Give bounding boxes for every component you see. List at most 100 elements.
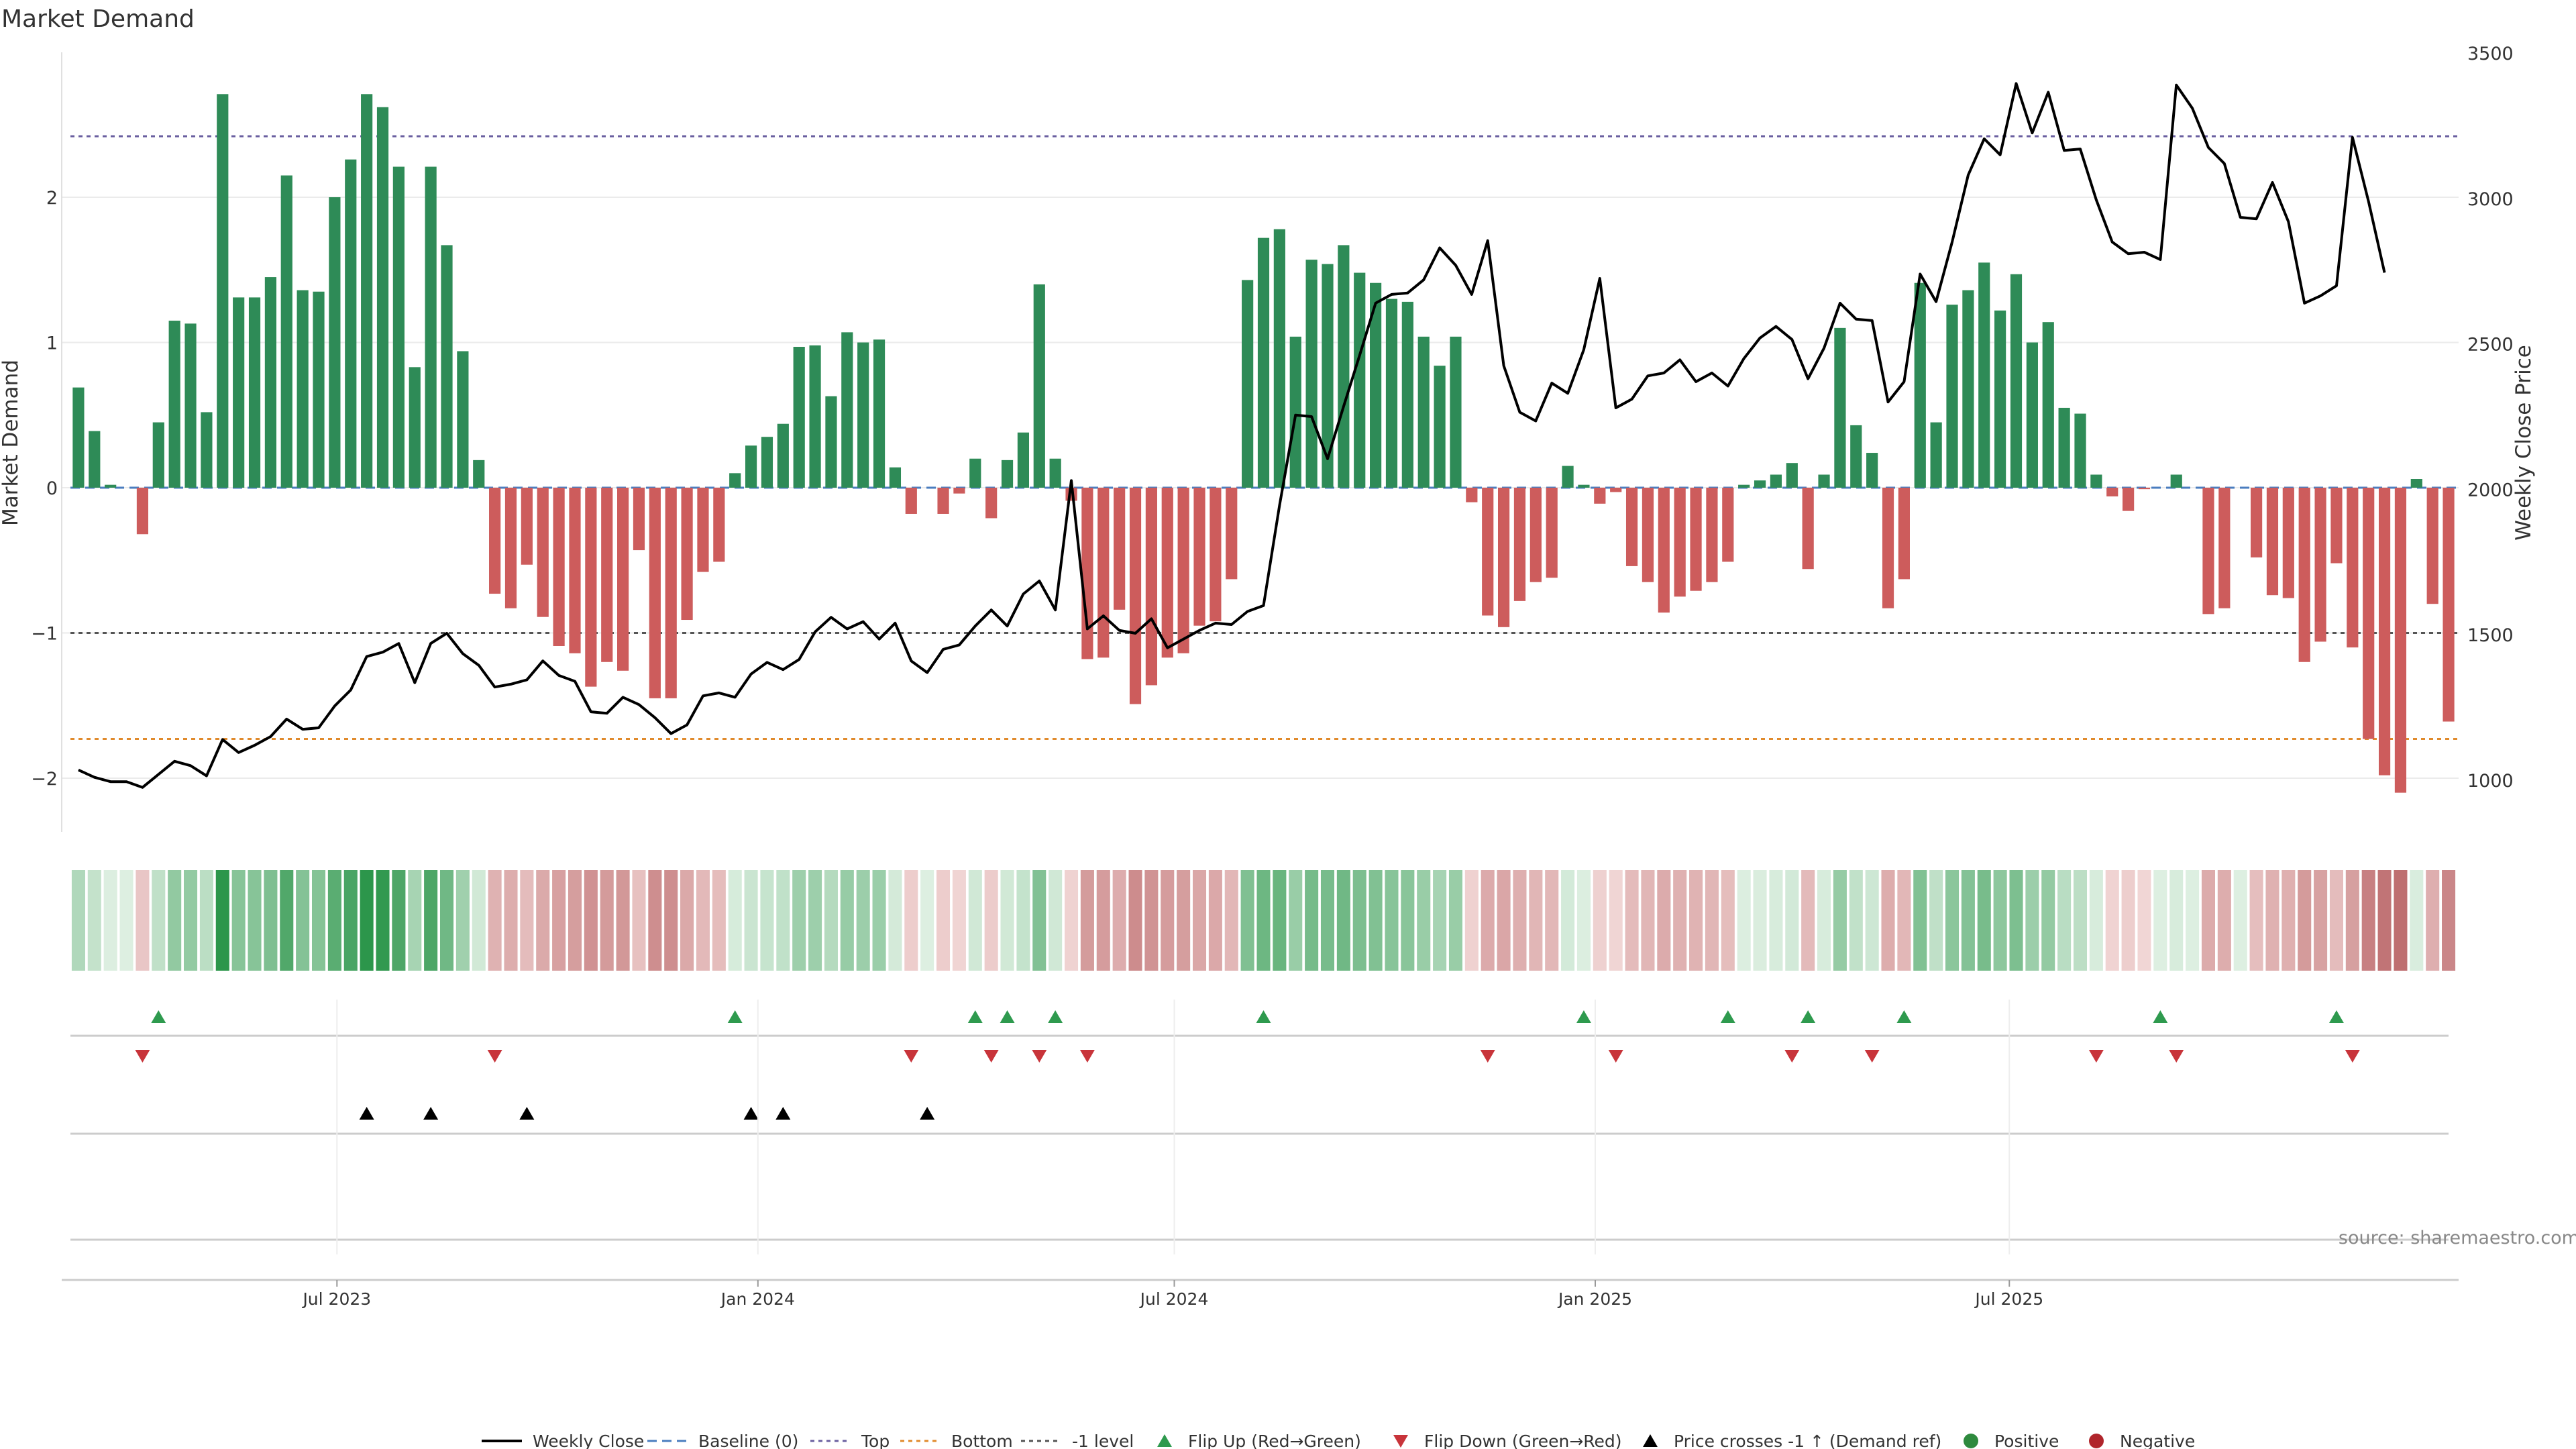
heat-cell [152, 870, 166, 971]
demand-bar [1898, 488, 1910, 580]
demand-bar [1562, 466, 1574, 488]
y2-tick-label: 2000 [2467, 480, 2514, 500]
heat-cell [1576, 870, 1591, 971]
legend-item: Top [810, 1432, 890, 1449]
heat-cell [1336, 870, 1350, 971]
legend-label: Flip Down (Green→Red) [1424, 1432, 1622, 1449]
demand-bar [2202, 488, 2214, 614]
demand-bar [1338, 245, 1350, 488]
heat-cell [1769, 870, 1783, 971]
demand-bar [1434, 366, 1446, 488]
demand-bar [1962, 290, 1974, 488]
heat-cell [1049, 870, 1063, 971]
demand-bar [1114, 488, 1126, 610]
x-tick-gridlines [336, 1000, 2010, 1287]
demand-bar [1210, 488, 1222, 622]
demand-bar [2090, 474, 2102, 488]
demand-bar [1145, 488, 1157, 686]
heat-cell [552, 870, 566, 971]
demand-bar [217, 94, 229, 488]
demand-bar [2138, 488, 2151, 490]
demand-bar [1177, 488, 1189, 653]
heat-cell [311, 870, 326, 971]
heat-cell [71, 870, 85, 971]
heat-cell [2201, 870, 2216, 971]
heat-cell [680, 870, 694, 971]
legend-swatch [1393, 1435, 1408, 1448]
demand-bar [1354, 272, 1366, 488]
demand-bar [1129, 488, 1142, 704]
heat-cell [2041, 870, 2055, 971]
demand-bar [2026, 342, 2038, 488]
heat-cell [439, 870, 454, 971]
demand-bar [745, 445, 757, 488]
demand-bar [2106, 488, 2118, 496]
flip-down-marker [1864, 1050, 1880, 1063]
demand-bar [2170, 474, 2182, 488]
price-cross-panel [70, 1107, 2449, 1135]
heat-cell [2282, 870, 2296, 971]
flip-up-markers [151, 1010, 2344, 1023]
heat-cell [824, 870, 838, 971]
legend-item: Bottom [900, 1432, 1013, 1449]
heat-cell [1657, 870, 1671, 971]
demand-bar [1017, 432, 1030, 488]
source-note: source: sharemaestro.com [2339, 1228, 2576, 1248]
legend-label: Weekly Close [533, 1432, 644, 1449]
flip-down-marker [904, 1050, 919, 1063]
heat-cell [168, 870, 182, 971]
heat-cell [1641, 870, 1655, 971]
demand-bar [649, 488, 661, 698]
main-plot: −2 −1 0 1 2 1000 1500 2000 2500 3000 3500 Market … [0, 44, 2536, 832]
price-cross-marker [743, 1107, 759, 1120]
demand-bar [1370, 282, 1382, 488]
heat-cell [952, 870, 966, 971]
demand-bar [1674, 488, 1686, 597]
demand-bar [665, 488, 677, 698]
heat-cell [1977, 870, 1991, 971]
heat-cell [1609, 870, 1623, 971]
heat-cell [856, 870, 870, 971]
demand-bar [1578, 484, 1590, 488]
demand-bar [1994, 310, 2006, 488]
demand-bar [1978, 262, 1990, 488]
heat-cell [1208, 870, 1222, 971]
demand-bar [1242, 280, 1254, 488]
heat-cell [2025, 870, 2039, 971]
demand-bar [152, 422, 164, 488]
demand-bar [2250, 488, 2263, 557]
heat-cell [1481, 870, 1495, 971]
demand-bar [425, 166, 437, 488]
demand-bar [1818, 474, 1830, 488]
demand-bar [1754, 480, 1766, 488]
demand-bar [297, 290, 309, 488]
demand-bar [1658, 488, 1670, 613]
heat-cell [1705, 870, 1719, 971]
demand-bar [489, 488, 501, 594]
demand-bar [713, 488, 725, 562]
heat-cell [1256, 870, 1271, 971]
demand-bar [1097, 488, 1110, 658]
demand-bar [969, 458, 981, 488]
demand-bar [1642, 488, 1654, 582]
demand-heat-strip [71, 870, 2456, 971]
heat-cell [1273, 870, 1287, 971]
demand-bar [1610, 488, 1622, 492]
heat-cell [1801, 870, 1815, 971]
x-axis-tick-labels: Jul 2023 Jan 2024 Jul 2024 Jan 2025 Jul 2025 [301, 1289, 2043, 1309]
demand-bar [136, 488, 149, 535]
weekly-close-line [78, 82, 2386, 789]
flip-up-marker [1256, 1010, 1271, 1023]
demand-bar [392, 166, 405, 488]
heat-cell [1401, 870, 1415, 971]
demand-bar [697, 488, 709, 572]
heat-cell [648, 870, 662, 971]
bottom-panel: Jul 2023 Jan 2024 Jul 2024 Jan 2025 Jul 2025… [62, 1000, 2576, 1309]
heat-cell [1448, 870, 1462, 971]
heat-cell [1433, 870, 1447, 971]
demand-bar [1417, 336, 1430, 488]
demand-bar [1273, 229, 1285, 488]
heat-cell [1881, 870, 1895, 971]
demand-bar [617, 488, 629, 671]
heat-cell [1128, 870, 1142, 971]
